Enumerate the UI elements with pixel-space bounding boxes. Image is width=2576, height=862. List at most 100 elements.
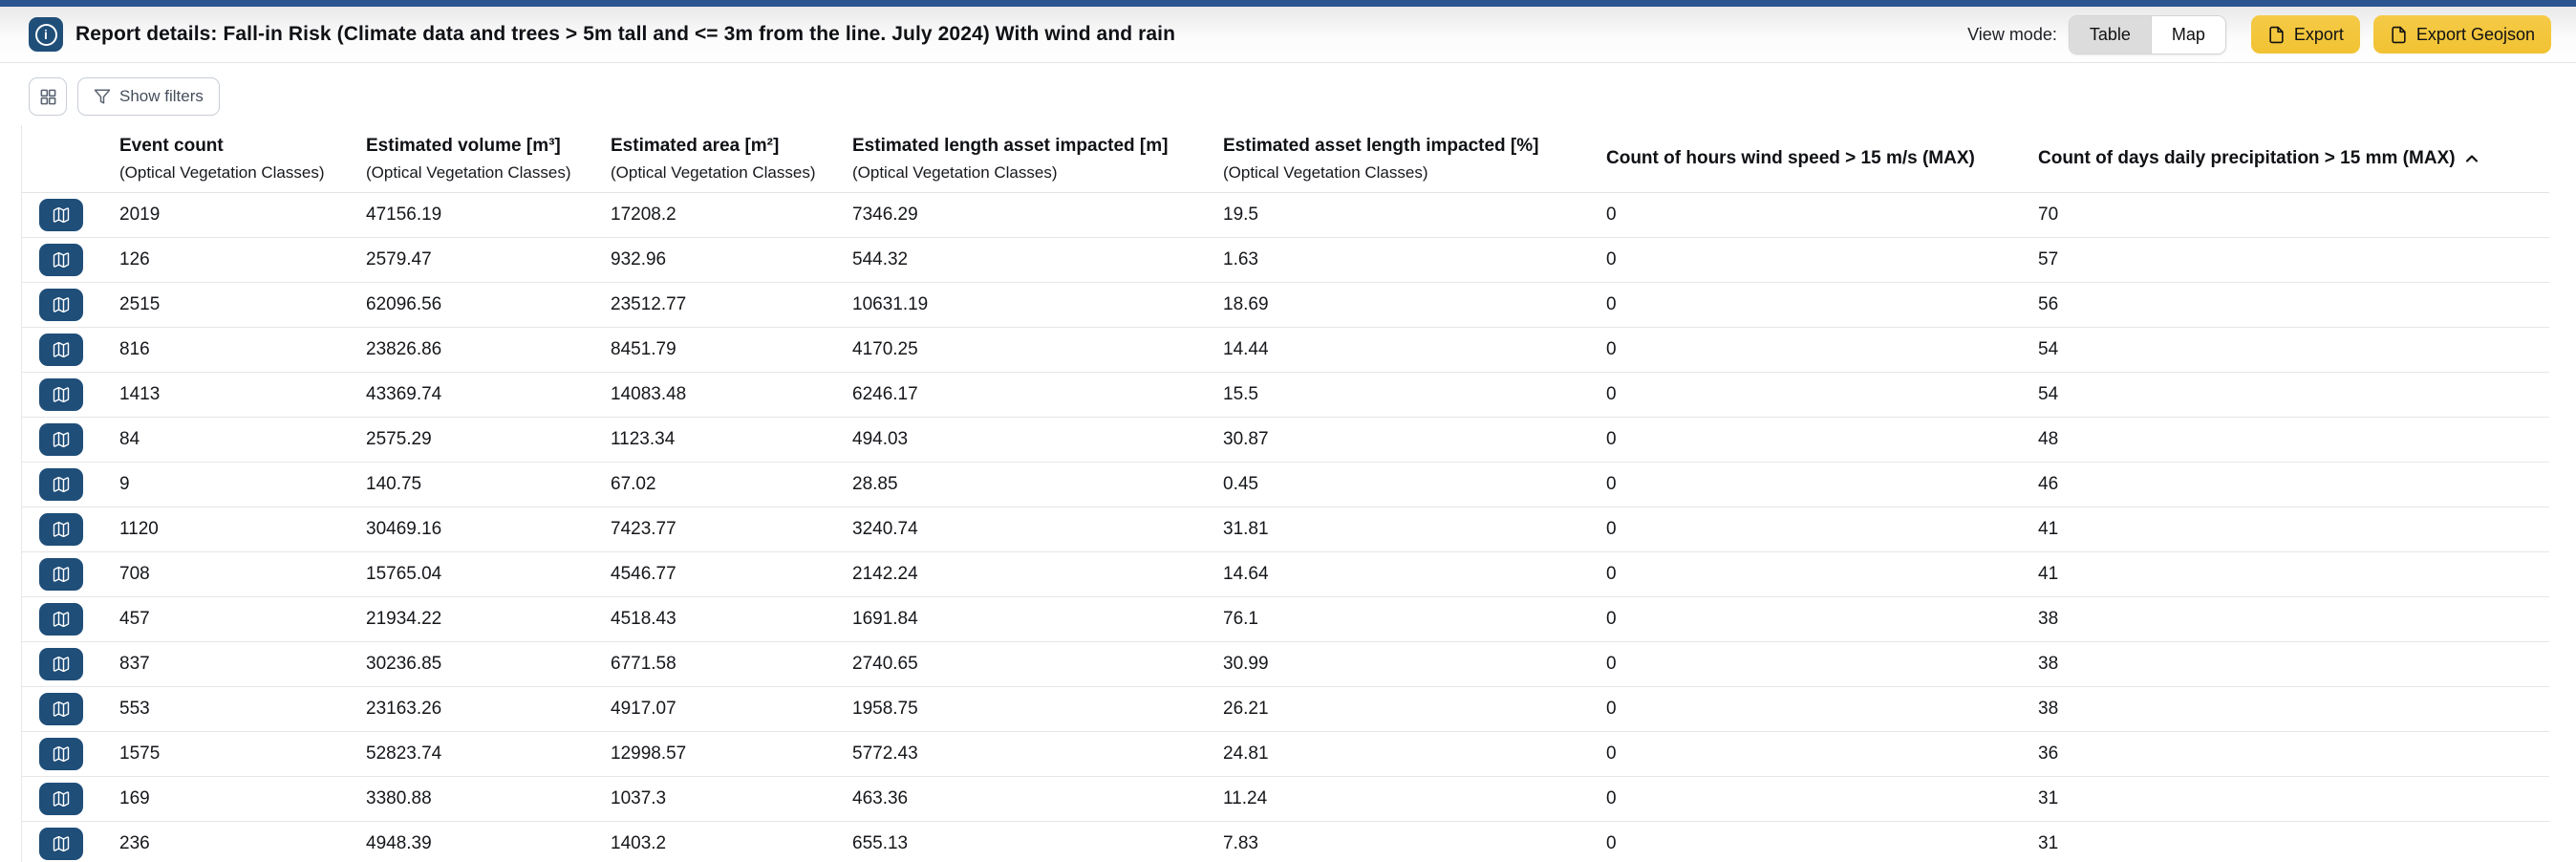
table-cell: 84 — [119, 429, 140, 449]
show-on-map-button[interactable] — [39, 378, 83, 411]
view-mode-table[interactable]: Table — [2069, 15, 2151, 54]
show-filters-button[interactable]: Show filters — [77, 77, 220, 116]
table-toolbar: Show filters — [0, 63, 2576, 125]
table-row: 1120 30469.16 7423.77 3240.74 31.81 0 41 — [22, 507, 2549, 552]
show-on-map-button[interactable] — [39, 244, 83, 276]
table-cell: 19.5 — [1223, 205, 1258, 225]
table-row: 837 30236.85 6771.58 2740.65 30.99 0 38 — [22, 642, 2549, 687]
column-header[interactable]: Count of days daily precipitation > 15 m… — [2038, 147, 2549, 170]
grid-view-button[interactable] — [29, 77, 67, 116]
table-cell: 0 — [1606, 205, 1617, 225]
table-cell: 1.63 — [1223, 249, 1258, 269]
table-cell: 43369.74 — [366, 384, 442, 404]
table-body: 2019 47156.19 17208.2 7346.29 19.5 0 70 126 257… — [22, 193, 2549, 862]
page-title: Report details: Fall-in Risk (Climate da… — [75, 23, 1176, 45]
show-on-map-button[interactable] — [39, 693, 83, 725]
table-cell: 0 — [1606, 743, 1617, 764]
table-cell: 30236.85 — [366, 654, 442, 674]
map-icon — [53, 566, 70, 583]
show-on-map-button[interactable] — [39, 828, 83, 860]
column-subheader: (Optical Vegetation Classes) — [852, 162, 1058, 182]
table-cell: 494.03 — [852, 429, 909, 449]
table-cell: 30.87 — [1223, 429, 1269, 449]
show-on-map-button[interactable] — [39, 289, 83, 321]
header-right: View mode: Table Map Export Export Geojs… — [1967, 14, 2551, 54]
table-cell: 708 — [119, 564, 150, 584]
column-header[interactable]: Event count (Optical Vegetation Classes) — [119, 135, 366, 183]
table-cell: 6246.17 — [852, 384, 918, 404]
table-cell: 1958.75 — [852, 699, 918, 719]
chevron-up-icon — [2465, 155, 2478, 162]
table-cell: 38 — [2038, 654, 2059, 674]
show-on-map-button[interactable] — [39, 603, 83, 636]
table-row: 457 21934.22 4518.43 1691.84 76.1 0 38 — [22, 597, 2549, 642]
export-button[interactable]: Export — [2250, 15, 2360, 54]
export-geojson-button[interactable]: Export Geojson — [2372, 15, 2551, 54]
table-cell: 30.99 — [1223, 654, 1269, 674]
table-cell: 1037.3 — [611, 788, 667, 808]
table-cell: 54 — [2038, 384, 2059, 404]
table-cell: 1691.84 — [852, 609, 918, 629]
file-icon — [2392, 26, 2406, 43]
show-on-map-button[interactable] — [39, 783, 83, 815]
table-cell: 655.13 — [852, 833, 909, 853]
map-icon — [53, 431, 70, 448]
table-cell: 1403.2 — [611, 833, 667, 853]
table-cell: 0 — [1606, 519, 1617, 539]
table-cell: 56 — [2038, 294, 2059, 314]
column-header[interactable]: Estimated asset length impacted [%] (Opti… — [1223, 135, 1606, 183]
table-cell: 2579.47 — [366, 249, 432, 269]
table-cell: 0 — [1606, 699, 1617, 719]
map-icon — [53, 521, 70, 538]
table-cell: 62096.56 — [366, 294, 442, 314]
column-header[interactable]: Estimated volume [m³] (Optical Vegetation… — [366, 135, 611, 183]
table-cell: 0 — [1606, 249, 1617, 269]
table-cell: 457 — [119, 609, 150, 629]
table-cell: 1123.34 — [611, 429, 676, 449]
show-on-map-button[interactable] — [39, 558, 83, 591]
view-mode-map[interactable]: Map — [2150, 15, 2225, 54]
table-row: 816 23826.86 8451.79 4170.25 14.44 0 54 — [22, 328, 2549, 373]
table-cell: 12998.57 — [611, 743, 687, 764]
show-on-map-button[interactable] — [39, 334, 83, 366]
column-header[interactable]: Count of hours wind speed > 15 m/s (MAX) — [1606, 148, 1975, 169]
table-cell: 1413 — [119, 384, 161, 404]
report-table: Event count (Optical Vegetation Classes) E… — [21, 125, 2549, 862]
show-on-map-button[interactable] — [39, 648, 83, 680]
table-cell: 24.81 — [1223, 743, 1269, 764]
map-icon — [53, 341, 70, 358]
view-mode-label: View mode: — [1967, 24, 2057, 44]
show-on-map-button[interactable] — [39, 468, 83, 501]
table-cell: 23163.26 — [366, 699, 442, 719]
table-cell: 46 — [2038, 474, 2059, 494]
table-cell: 0 — [1606, 339, 1617, 359]
show-on-map-button[interactable] — [39, 513, 83, 546]
table-row: 553 23163.26 4917.07 1958.75 26.21 0 38 — [22, 687, 2549, 732]
table-row: 126 2579.47 932.96 544.32 1.63 0 57 — [22, 238, 2549, 283]
table-cell: 2515 — [119, 294, 161, 314]
table-cell: 0 — [1606, 429, 1617, 449]
table-cell: 2019 — [119, 205, 161, 225]
table-row: 84 2575.29 1123.34 494.03 30.87 0 48 — [22, 418, 2549, 463]
table-row: 169 3380.88 1037.3 463.36 11.24 0 31 — [22, 777, 2549, 822]
column-header[interactable]: Estimated area [m²] (Optical Vegetation C… — [611, 135, 852, 183]
map-icon — [53, 251, 70, 269]
table-cell: 8451.79 — [611, 339, 676, 359]
table-cell: 18.69 — [1223, 294, 1269, 314]
table-cell: 47156.19 — [366, 205, 442, 225]
table-cell: 140.75 — [366, 474, 422, 494]
table-cell: 816 — [119, 339, 150, 359]
table-cell: 41 — [2038, 564, 2059, 584]
table-cell: 67.02 — [611, 474, 656, 494]
table-cell: 7.83 — [1223, 833, 1258, 853]
show-on-map-button[interactable] — [39, 199, 83, 231]
table-cell: 26.21 — [1223, 699, 1269, 719]
table-cell: 1120 — [119, 519, 159, 539]
table-cell: 4518.43 — [611, 609, 676, 629]
show-on-map-button[interactable] — [39, 738, 83, 770]
table-cell: 0 — [1606, 609, 1617, 629]
header-left: i Report details: Fall-in Risk (Climate … — [29, 17, 1175, 52]
column-header[interactable]: Estimated length asset impacted [m] (Opti… — [852, 135, 1223, 183]
show-on-map-button[interactable] — [39, 423, 83, 456]
column-subheader: (Optical Vegetation Classes) — [119, 162, 325, 182]
